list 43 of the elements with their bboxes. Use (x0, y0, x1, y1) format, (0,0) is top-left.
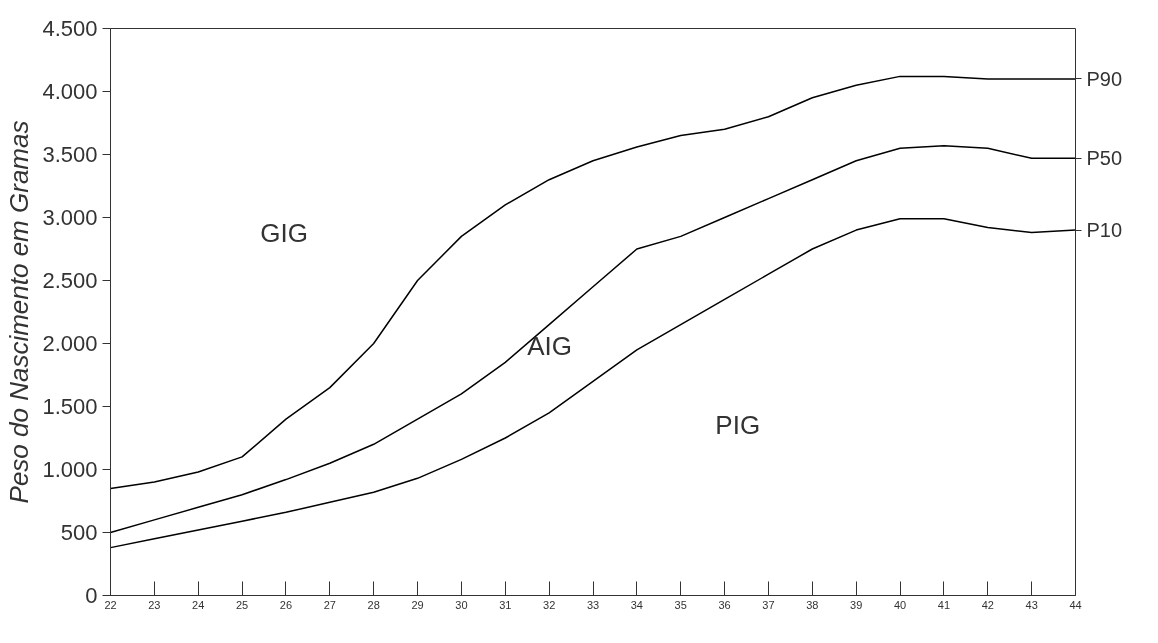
y-tick-label: 1.000 (42, 457, 98, 482)
y-tick-label: 1.500 (42, 394, 98, 419)
y-tick-label: 3.500 (42, 142, 98, 167)
x-tick-label: 35 (674, 598, 687, 611)
x-tick-label: 29 (411, 598, 424, 611)
x-tick-label: 42 (981, 598, 994, 611)
x-tick-label: 41 (937, 598, 951, 611)
x-tick-label: 28 (367, 598, 380, 611)
annotation: PIG (715, 410, 761, 441)
x-tick-label: 30 (455, 598, 468, 611)
x-tick-label: 38 (806, 598, 819, 611)
x-tick-label: 36 (718, 598, 731, 611)
annotation: GIG (260, 217, 309, 248)
x-tick-label: 23 (148, 598, 161, 611)
series-label: P10 (1086, 219, 1123, 242)
line-series (110, 144, 1076, 534)
series-label: P90 (1086, 67, 1123, 90)
y-tick-label: 3.000 (42, 205, 98, 230)
x-tick-label: 34 (630, 598, 643, 611)
x-tick-label: 43 (1025, 598, 1038, 611)
x-tick-label: 37 (762, 598, 775, 611)
x-tick-label: 24 (192, 598, 205, 611)
y-axis-title: Peso do Nascimento em Gramas (4, 120, 35, 504)
line-series (110, 218, 1076, 549)
x-tick-label: 32 (543, 598, 556, 611)
y-tick-label: 0 (85, 583, 98, 608)
x-tick-label: 40 (893, 598, 907, 611)
y-tick-label: 2.000 (42, 331, 98, 356)
x-tick-label: 44 (1069, 598, 1082, 611)
y-tick-label: 2.500 (42, 268, 98, 293)
line-series (110, 75, 1076, 490)
x-tick-label: 31 (499, 598, 512, 611)
x-tick-label: 22 (104, 598, 117, 611)
x-tick-label: 26 (279, 598, 293, 611)
y-tick-label: 4.000 (42, 79, 98, 104)
x-tick-label: 27 (323, 598, 336, 611)
series-label: P50 (1086, 147, 1123, 170)
y-tick-label: 500 (60, 520, 98, 545)
annotation: AIG (527, 331, 572, 362)
x-tick-label: 39 (850, 598, 863, 611)
y-tick-label: 4.500 (42, 16, 98, 41)
x-tick-label: 33 (586, 598, 600, 611)
x-tick-label: 25 (235, 598, 249, 611)
